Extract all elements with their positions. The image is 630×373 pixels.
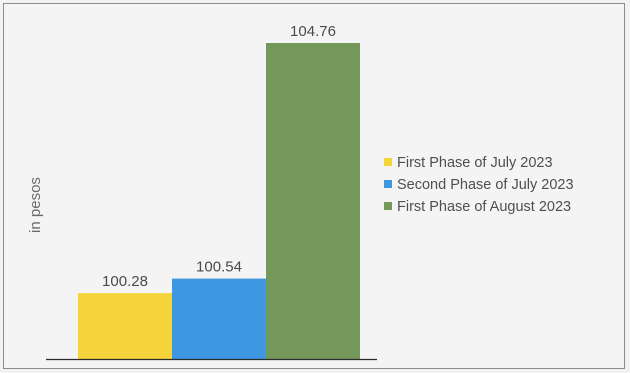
legend-label-3: First Phase of August 2023 [397,199,571,215]
chart-frame: in pesos 100.28 100.54 104.76 First Phase … [3,3,625,369]
legend: First Phase of July 2023 Second Phase of … [384,155,574,215]
bar-value-label-2: 100.54 [196,259,242,276]
legend-label-1: First Phase of July 2023 [397,155,553,171]
legend-swatch-3 [384,202,392,210]
legend-label-2: Second Phase of July 2023 [397,177,574,193]
bars-group: 100.28 100.54 104.76 [78,23,360,359]
bar-value-label-1: 100.28 [102,273,148,290]
y-axis-label: in pesos [27,177,44,233]
bar-1 [78,293,172,359]
bar-3 [266,43,360,359]
bar-value-label-3: 104.76 [290,23,336,40]
legend-swatch-2 [384,180,392,188]
legend-swatch-1 [384,158,392,166]
bar-2 [172,278,266,359]
bar-chart: in pesos 100.28 100.54 104.76 First Phase … [27,23,574,361]
